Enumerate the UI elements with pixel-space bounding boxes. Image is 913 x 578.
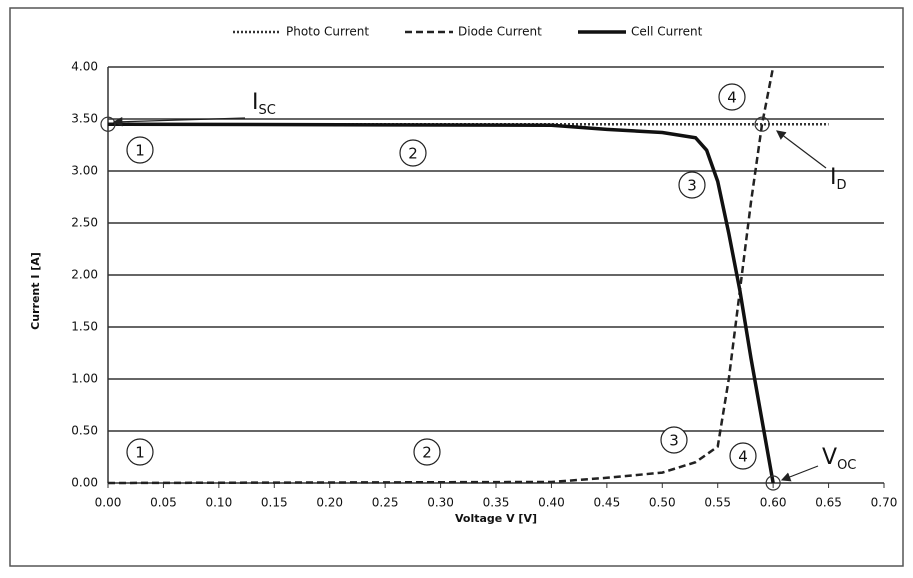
- x-tick-label: 0.00: [95, 496, 122, 510]
- callout-arrow: [112, 116, 246, 127]
- annotation-number: 4: [738, 448, 748, 466]
- x-tick-label: 0.25: [372, 496, 399, 510]
- x-tick-label: 0.35: [483, 496, 510, 510]
- legend-label: Photo Current: [286, 25, 369, 39]
- x-axis-title: Voltage V [V]: [455, 512, 537, 525]
- legend-label: Diode Current: [458, 25, 542, 39]
- callout-main: I: [830, 165, 837, 190]
- x-tick-label: 0.55: [704, 496, 731, 510]
- callout-label: ISC: [252, 90, 276, 118]
- y-tick-label: 1.00: [71, 372, 98, 386]
- callout-main: I: [252, 90, 259, 115]
- y-tick-label: 0.50: [71, 424, 98, 438]
- annotation-circle: [729, 442, 757, 470]
- y-tick-label: 1.50: [71, 320, 98, 334]
- annotation-number: 1: [135, 142, 145, 160]
- x-tick-label: 0.45: [593, 496, 620, 510]
- legend-label: Cell Current: [631, 25, 703, 39]
- annotation-number: 1: [135, 444, 145, 462]
- point-marker: [765, 475, 781, 491]
- x-tick-label: 0.10: [205, 496, 232, 510]
- annotation-circle: [413, 438, 441, 466]
- annotation-number: 2: [408, 145, 418, 163]
- callout-sub: OC: [837, 458, 856, 473]
- x-tick-label: 0.15: [261, 496, 288, 510]
- annotation-number: 3: [687, 177, 697, 195]
- callout-arrow: [776, 130, 827, 169]
- x-tick-label: 0.70: [871, 496, 898, 510]
- x-tick-label: 0.20: [316, 496, 343, 510]
- y-tick-label: 2.50: [71, 216, 98, 230]
- x-tick-label: 0.60: [760, 496, 787, 510]
- annotation-circle: [126, 136, 154, 164]
- x-tick-label: 0.65: [815, 496, 842, 510]
- callout-label: VOC: [822, 445, 856, 473]
- x-tick-label: 0.40: [538, 496, 565, 510]
- callout-sub: SC: [259, 103, 276, 118]
- callout-sub: D: [837, 178, 847, 193]
- callout-label: ID: [830, 165, 847, 193]
- y-tick-label: 3.50: [71, 112, 98, 126]
- annotation-circle: [718, 83, 746, 111]
- x-tick-label: 0.05: [150, 496, 177, 510]
- callout-arrow: [780, 465, 819, 482]
- annotation-number: 3: [669, 432, 679, 450]
- y-tick-label: 3.00: [71, 164, 98, 178]
- annotation-number: 2: [422, 444, 432, 462]
- y-tick-label: 2.00: [71, 268, 98, 282]
- y-tick-label: 0.00: [71, 476, 98, 490]
- callout-main: V: [822, 445, 837, 470]
- x-tick-label: 0.50: [649, 496, 676, 510]
- y-tick-label: 4.00: [71, 60, 98, 74]
- annotation-circle: [660, 426, 688, 454]
- chart-frame: [9, 7, 904, 567]
- series-line: [107, 122, 775, 484]
- annotation-circle: [678, 171, 706, 199]
- annotation-number: 4: [727, 89, 737, 107]
- annotation-circle: [126, 438, 154, 466]
- x-tick-label: 0.30: [427, 496, 454, 510]
- series-line: [107, 66, 775, 485]
- point-marker: [754, 116, 770, 132]
- annotation-circle: [399, 139, 427, 167]
- y-axis-title: Current I [A]: [29, 252, 42, 330]
